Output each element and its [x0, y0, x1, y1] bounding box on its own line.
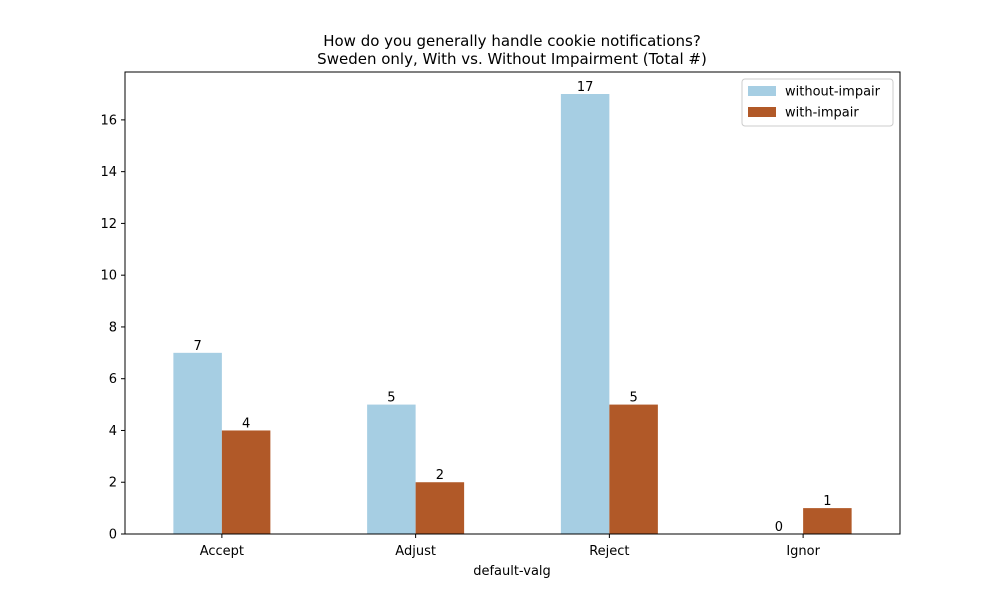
bar-without-impair-adjust — [367, 404, 416, 534]
data-label-with-impair-adjust: 2 — [436, 468, 444, 483]
x-axis-label: default-valg — [473, 564, 551, 579]
data-label-with-impair-reject: 5 — [629, 391, 637, 406]
legend-swatch-without-impair — [748, 86, 776, 96]
bar-with-impair-ignor — [803, 508, 852, 534]
legend-label-without-impair: without-impair — [785, 85, 881, 100]
y-tick-label: 8 — [109, 320, 117, 335]
bar-without-impair-accept — [173, 352, 222, 534]
legend-swatch-with-impair — [748, 107, 776, 117]
x-tick-label-ignor: Ignor — [786, 544, 820, 559]
data-label-with-impair-accept: 4 — [242, 416, 250, 431]
y-tick-label: 4 — [109, 424, 117, 439]
bar-with-impair-reject — [609, 404, 658, 534]
y-tick-label: 2 — [109, 476, 117, 491]
chart-title-line-1: How do you generally handle cookie notif… — [323, 32, 701, 50]
y-tick-label: 10 — [100, 269, 117, 284]
x-tick-label-accept: Accept — [200, 544, 244, 559]
y-tick-label: 14 — [100, 165, 117, 180]
x-tick-label-reject: Reject — [589, 544, 629, 559]
chart-title: How do you generally handle cookie notif… — [317, 32, 707, 68]
legend-box — [741, 78, 894, 127]
chart-title-line-2: Sweden only, With vs. Without Impairment… — [317, 50, 707, 68]
bar-with-impair-adjust — [415, 482, 465, 534]
data-label-without-impair-reject: 17 — [577, 80, 594, 95]
y-tick-label: 12 — [100, 217, 117, 232]
data-label-without-impair-ignor: 0 — [775, 520, 783, 535]
data-label-with-impair-ignor: 1 — [823, 494, 831, 509]
bar-without-impair-reject — [560, 94, 610, 534]
plot-area: 7 5 17 0 4 2 5 1 — [173, 80, 852, 535]
y-tick-label: 16 — [100, 113, 117, 128]
legend-label-with-impair: with-impair — [785, 106, 859, 121]
y-tick-label: 6 — [109, 372, 117, 387]
y-tick-label: 0 — [109, 528, 117, 543]
data-label-without-impair-accept: 7 — [193, 339, 201, 354]
axes-frame — [124, 71, 901, 535]
bar-with-impair-accept — [221, 430, 271, 534]
data-label-without-impair-adjust: 5 — [387, 391, 395, 406]
legend: without-impair with-impair — [741, 78, 894, 127]
x-tick-label-adjust: Adjust — [395, 544, 436, 559]
